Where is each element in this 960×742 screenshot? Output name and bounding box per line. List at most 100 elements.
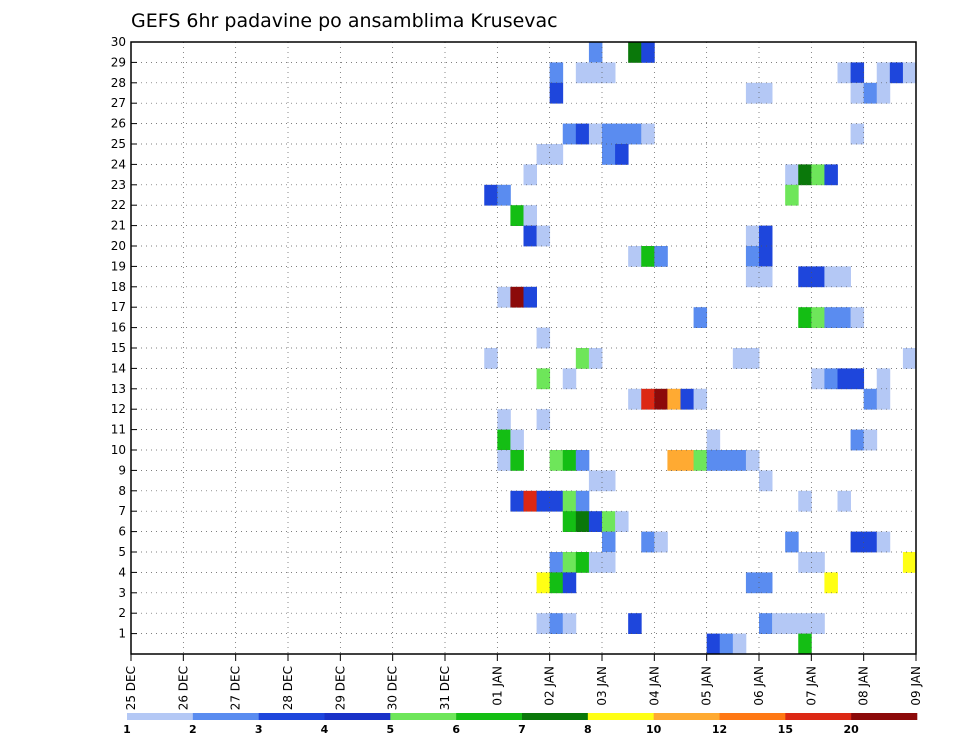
precip-cell [536, 409, 551, 430]
precip-cell [510, 450, 524, 471]
precip-cell [680, 388, 694, 410]
x-tick-label: 05 JAN [700, 666, 714, 706]
x-tick-label: 02 JAN [543, 666, 557, 706]
precip-cell [732, 450, 747, 471]
precip-cell [523, 205, 537, 226]
precip-cell [759, 572, 773, 594]
precip-cell [497, 450, 511, 471]
precip-cell [667, 388, 681, 410]
precip-cell [562, 572, 577, 594]
precip-cell [759, 82, 773, 104]
precip-cell [602, 144, 616, 165]
precip-cell [615, 123, 629, 145]
precip-cell [719, 450, 734, 471]
y-tick-label: 2 [118, 606, 126, 620]
precip-cell [811, 368, 825, 390]
legend-swatch [127, 713, 194, 720]
precip-cell [824, 572, 838, 594]
precip-cell [588, 552, 603, 573]
y-tick-label: 9 [118, 463, 126, 477]
precip-cell [484, 184, 498, 206]
precip-cell [497, 429, 511, 451]
precip-cell [628, 246, 642, 267]
precip-cell [549, 144, 564, 165]
legend-swatch [390, 713, 457, 720]
legend-swatch [258, 713, 325, 720]
precip-cell [837, 62, 851, 84]
precip-cell [588, 348, 603, 369]
precip-cell [798, 266, 812, 288]
precip-cell [667, 450, 681, 471]
precip-cell [628, 613, 642, 634]
legend-label: 7 [518, 723, 526, 736]
precip-cell [785, 613, 799, 634]
precip-cell [850, 82, 865, 104]
precip-cell [523, 225, 537, 247]
precip-cell [628, 388, 642, 410]
legend-label: 3 [255, 723, 263, 736]
precip-cell [811, 164, 825, 186]
precip-cell [562, 490, 577, 512]
precip-cell [641, 246, 655, 267]
precip-cell [510, 490, 524, 512]
precip-cell [759, 225, 773, 247]
color-legend: 1 2 3 4 5 6 7 8 10 12 15 20 [123, 713, 918, 736]
precip-cell [706, 633, 721, 655]
precip-cell [641, 531, 655, 553]
precip-cell [575, 123, 590, 145]
precip-cell [588, 470, 603, 492]
precip-cell [641, 123, 655, 145]
precip-cell [628, 42, 642, 63]
precip-cell [850, 62, 865, 84]
precip-cell [549, 490, 564, 512]
x-axis: 25 DEC 26 DEC 27 DEC 28 DEC 29 DEC 30 DEC 31 D… [124, 654, 923, 710]
legend-label: 12 [712, 723, 727, 736]
precip-cell [759, 266, 773, 288]
precip-cell [745, 225, 760, 247]
y-tick-label: 11 [111, 423, 126, 437]
precip-cell [602, 531, 616, 553]
legend-swatch [192, 713, 259, 720]
x-tick-label: 27 DEC [229, 666, 243, 710]
precip-cell [798, 552, 812, 573]
precip-cell [706, 450, 721, 471]
precip-cell [863, 388, 878, 410]
y-tick-label: 22 [111, 198, 126, 212]
precip-cell [798, 490, 812, 512]
precip-cell [876, 388, 891, 410]
precip-cell [484, 348, 498, 369]
precip-cell [575, 552, 590, 573]
precip-cell [902, 552, 916, 573]
precip-cell [510, 286, 524, 308]
precip-cell [719, 633, 734, 655]
x-tick-label: 25 DEC [124, 666, 138, 710]
precip-cell [536, 225, 551, 247]
precip-cell [850, 123, 865, 145]
precip-cell [575, 511, 590, 532]
precip-cell [575, 62, 590, 84]
precip-cell [785, 531, 799, 553]
precip-cell [759, 470, 773, 492]
precip-cell [575, 490, 590, 512]
precip-cell [562, 123, 577, 145]
y-tick-label: 13 [111, 382, 126, 396]
y-tick-label: 7 [118, 504, 126, 518]
legend-label: 10 [646, 723, 662, 736]
precip-cell [536, 490, 551, 512]
y-tick-label: 29 [111, 55, 126, 69]
y-tick-label: 1 [118, 627, 126, 641]
precip-cell [641, 42, 655, 63]
precip-cell [602, 470, 616, 492]
precip-cell [510, 205, 524, 226]
precip-cell [785, 184, 799, 206]
precip-cell [824, 368, 838, 390]
precip-cell [850, 368, 865, 390]
precip-cell [536, 572, 551, 594]
precip-cell [549, 82, 564, 104]
x-tick-label: 31 DEC [438, 666, 452, 710]
x-tick-label: 07 JAN [804, 666, 818, 706]
y-tick-label: 16 [111, 321, 126, 335]
precip-cell [536, 368, 551, 390]
precip-cell [811, 552, 825, 573]
legend-swatch [785, 713, 852, 720]
